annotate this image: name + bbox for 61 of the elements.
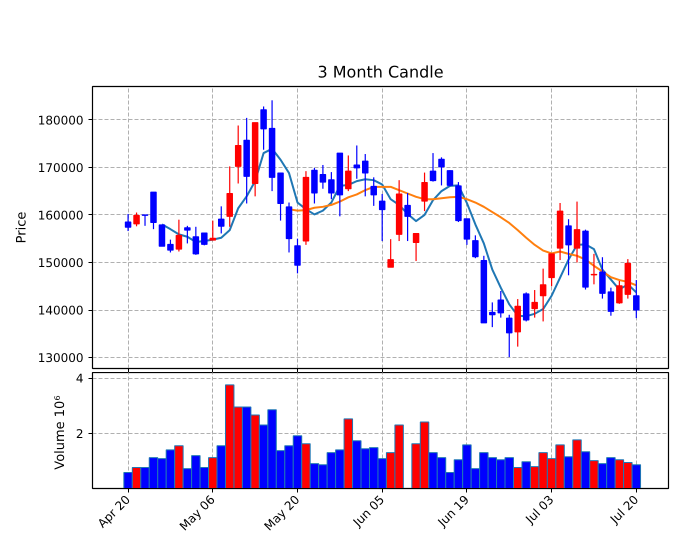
candlestick (167, 239, 174, 254)
candlestick (124, 213, 132, 232)
x-tick-label: Jun 05 (350, 492, 388, 530)
candlestick (210, 220, 216, 242)
candlestick (362, 153, 369, 197)
candlestick (370, 176, 377, 206)
candlestick (176, 219, 182, 252)
candlestick (133, 212, 140, 227)
candlestick (378, 193, 386, 242)
candlestick (565, 218, 572, 276)
candlestick (446, 170, 454, 187)
y-tick-label: 150000 (38, 256, 84, 270)
candlestick (328, 172, 335, 200)
candlestick (540, 268, 546, 322)
candlestick (345, 154, 352, 192)
candlestick (158, 224, 166, 247)
candlestick (438, 156, 445, 186)
y-axis-title: Volume 10⁶ (52, 395, 68, 470)
x-tick-label: Jul 03 (522, 492, 557, 527)
candlestick (599, 256, 606, 300)
candlestick (234, 124, 242, 184)
candlestick (320, 164, 326, 190)
candlestick (226, 166, 233, 228)
candlestick (412, 232, 420, 262)
candlestick (489, 302, 496, 328)
y-tick-label: 140000 (38, 304, 84, 318)
candlestick (421, 172, 428, 212)
y-axis-title: Price (14, 212, 30, 244)
candlestick (192, 226, 200, 256)
candlestick (218, 206, 225, 234)
x-tick-label: Jul 20 (606, 492, 642, 527)
y-tick-label: 2 (76, 426, 84, 441)
candlestick (498, 290, 504, 318)
candlestick (464, 218, 470, 246)
candlestick (616, 280, 623, 304)
candlestick (590, 253, 598, 285)
y-tick-label: 130000 (38, 351, 84, 366)
candlestick (531, 289, 538, 318)
chart-title: 3 Month Candle (317, 62, 444, 82)
candlestick (201, 232, 208, 246)
x-tick-label: Jun 19 (434, 492, 472, 530)
candlestick (548, 252, 555, 287)
y-tick-label: 180000 (38, 113, 84, 128)
candlestick (506, 314, 513, 358)
candlestick (633, 279, 640, 319)
candlestick (311, 167, 318, 204)
candlestick (184, 225, 191, 244)
candlestick (430, 152, 436, 182)
candlestick (574, 200, 580, 264)
candlestick (387, 238, 394, 268)
x-tick-label: Apr 20 (94, 492, 134, 531)
y-tick-label: 170000 (38, 160, 84, 175)
candlestick (608, 287, 614, 316)
candlestick (472, 234, 479, 259)
y-tick-label: 160000 (38, 208, 84, 222)
candlestick (294, 238, 301, 274)
candlestick (404, 192, 411, 242)
candlestick (354, 144, 360, 180)
line-series (160, 148, 638, 318)
y-tick-label: 4 (76, 372, 84, 386)
candlestick (260, 106, 267, 150)
